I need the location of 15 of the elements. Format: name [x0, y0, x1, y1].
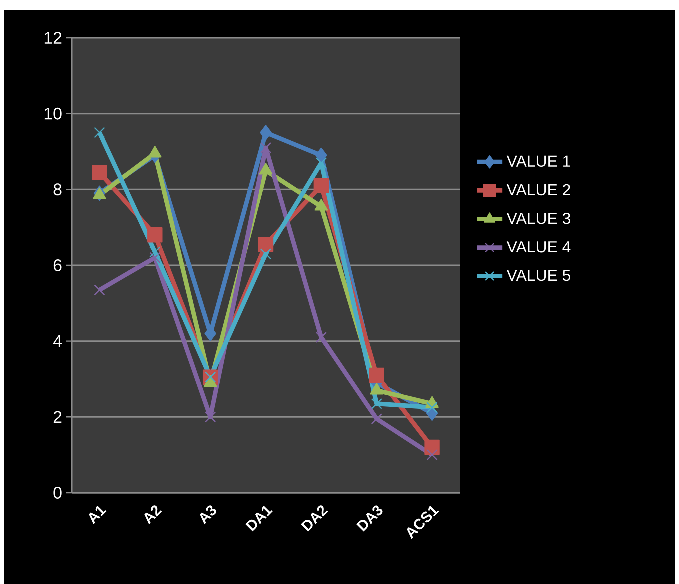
legend-label: VALUE 2: [506, 184, 570, 196]
legend-label: VALUE 1: [506, 156, 570, 168]
y-tick-label: 0: [54, 486, 62, 499]
x-tick-label: A2: [144, 506, 162, 525]
y-tick-label: 10: [44, 108, 62, 120]
legend-label: VALUE 4: [506, 242, 571, 253]
x-tick-label: A3: [200, 506, 216, 525]
y-tick-label: 2: [54, 411, 62, 424]
y-tick-label: 8: [54, 184, 62, 196]
y-tick-label: 12: [44, 32, 62, 44]
legend-label: VALUE 5: [506, 270, 571, 282]
y-tick-label: 4: [53, 335, 62, 348]
legend-label: VALUE 3: [506, 212, 570, 224]
y-tick-label: 6: [54, 259, 62, 272]
x-tick-label: A1: [89, 506, 107, 524]
